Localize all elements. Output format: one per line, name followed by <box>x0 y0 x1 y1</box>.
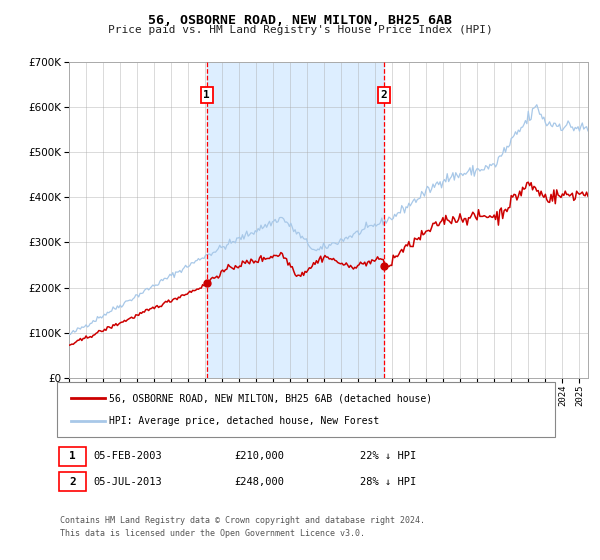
Text: 22% ↓ HPI: 22% ↓ HPI <box>360 451 416 461</box>
Text: £210,000: £210,000 <box>234 451 284 461</box>
Text: 1: 1 <box>69 451 76 461</box>
Text: 2: 2 <box>69 477 76 487</box>
Text: 28% ↓ HPI: 28% ↓ HPI <box>360 477 416 487</box>
Bar <box>206 62 384 378</box>
Text: 1: 1 <box>203 90 210 100</box>
Text: 2: 2 <box>380 90 388 100</box>
Text: Price paid vs. HM Land Registry's House Price Index (HPI): Price paid vs. HM Land Registry's House … <box>107 25 493 35</box>
Text: 56, OSBORNE ROAD, NEW MILTON, BH25 6AB (detached house): 56, OSBORNE ROAD, NEW MILTON, BH25 6AB (… <box>109 393 433 403</box>
Text: £248,000: £248,000 <box>234 477 284 487</box>
Text: 05-JUL-2013: 05-JUL-2013 <box>93 477 162 487</box>
Text: HPI: Average price, detached house, New Forest: HPI: Average price, detached house, New … <box>109 416 379 426</box>
Text: 05-FEB-2003: 05-FEB-2003 <box>93 451 162 461</box>
Text: 56, OSBORNE ROAD, NEW MILTON, BH25 6AB: 56, OSBORNE ROAD, NEW MILTON, BH25 6AB <box>148 14 452 27</box>
Text: This data is licensed under the Open Government Licence v3.0.: This data is licensed under the Open Gov… <box>60 529 365 538</box>
Text: Contains HM Land Registry data © Crown copyright and database right 2024.: Contains HM Land Registry data © Crown c… <box>60 516 425 525</box>
